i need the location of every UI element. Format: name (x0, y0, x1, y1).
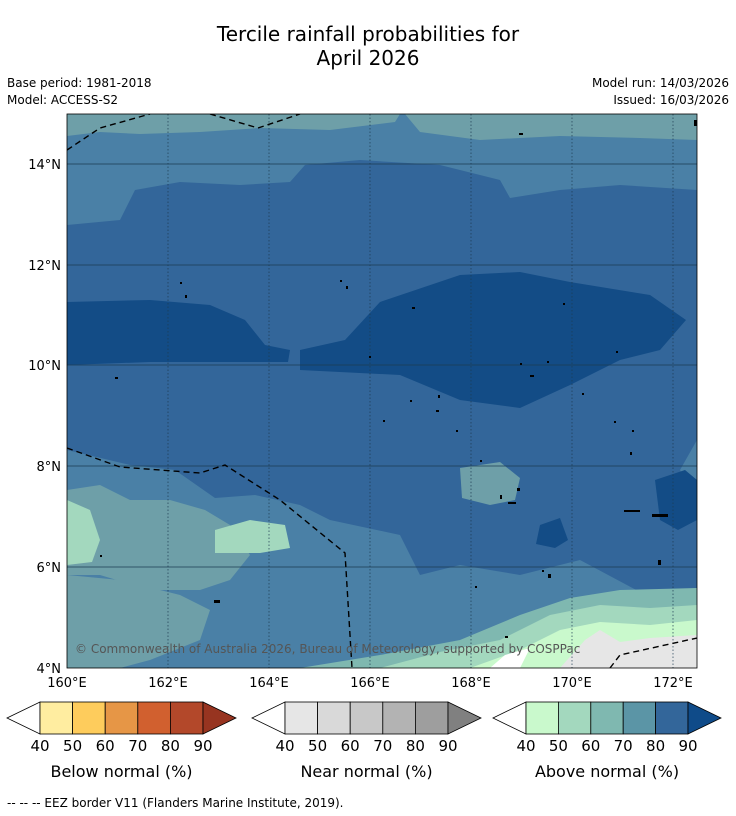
copyright-text: © Commonwealth of Australia 2026, Bureau… (75, 642, 580, 656)
colorbar-swatch (558, 701, 592, 735)
eez-borders (67, 114, 697, 668)
colorbar-tick-label: 70 (614, 737, 633, 755)
colorbar-swatch (317, 701, 351, 735)
latitude-gridlines (67, 163, 697, 568)
eez-legend-note: -- -- -- EEZ border V11 (Flanders Marine… (7, 796, 344, 810)
lat-label-14: 14°N (28, 158, 61, 173)
colorbar-tick-label: 60 (96, 737, 115, 755)
meta-left: Base period: 1981-2018 Model: ACCESS-S2 (7, 75, 152, 109)
title-line-2: April 2026 (316, 46, 420, 70)
colorbar-low-extend (251, 701, 286, 735)
meta-right: Model run: 14/03/2026 Issued: 16/03/2026 (592, 75, 729, 109)
islands (100, 120, 697, 638)
colorbar-label-above: Above normal (%) (534, 762, 680, 781)
colorbar-swatch (284, 701, 318, 735)
base-period: Base period: 1981-2018 (7, 76, 152, 90)
title-line-1: Tercile rainfall probabilities for (216, 22, 520, 46)
colorbar-swatch (525, 701, 559, 735)
region-40-50-west (67, 500, 100, 565)
longitude-gridlines (167, 114, 674, 668)
issued-date: Issued: 16/03/2026 (613, 93, 729, 107)
colorbar-tick-label: 40 (275, 737, 294, 755)
colorbar-tick-label: 50 (63, 737, 82, 755)
colorbar-tick-label: 70 (373, 737, 392, 755)
lon-label-172: 172°E (653, 676, 693, 691)
lon-label-166: 166°E (350, 676, 390, 691)
colorbar-2: 40 50 60 70 80 90 (492, 701, 722, 755)
map-svg: © Commonwealth of Australia 2026, Bureau… (6, 113, 722, 755)
region-80-90-west (67, 300, 290, 365)
colorbar-tick-label: 90 (678, 737, 697, 755)
colorbar-1: 40 50 60 70 80 90 (251, 701, 482, 755)
colorbar-label-near: Near normal (%) (300, 762, 433, 781)
colorbar-swatch (39, 701, 73, 735)
region-50-60-north (67, 114, 697, 140)
region-50-60-south (67, 575, 210, 668)
region-70-80 (67, 160, 697, 592)
lon-label-168: 168°E (451, 676, 491, 691)
colorbar-tick-label: 90 (193, 737, 212, 755)
colorbar-swatch (349, 701, 384, 735)
region-white-gap (490, 648, 530, 668)
colorbar-tick-label: 40 (30, 737, 49, 755)
colorbar-high-extend (447, 701, 482, 735)
colorbar-high-extend (687, 701, 722, 735)
lon-label-160: 160°E (47, 676, 87, 691)
colorbar-0: 40 50 60 70 80 90 (6, 701, 237, 755)
colorbar-tick-label: 60 (341, 737, 360, 755)
colorbar-tick-label: 50 (308, 737, 327, 755)
colorbar-swatch (414, 701, 449, 735)
colorbar-tick-label: 80 (406, 737, 425, 755)
colorbar-tick-label: 60 (581, 737, 600, 755)
map-frame (66, 113, 698, 669)
map-area: © Commonwealth of Australia 2026, Bureau… (67, 114, 697, 668)
model-name: Model: ACCESS-S2 (7, 93, 119, 107)
lat-label-6: 6°N (37, 561, 62, 576)
colorbar-low-extend (492, 701, 527, 735)
colorbar-swatch (169, 701, 204, 735)
colorbar-low-extend (6, 701, 41, 735)
map-title: Tercile rainfall probabilities for April… (0, 22, 736, 70)
region-50-60-southwest (67, 485, 250, 590)
colorbar-swatch (137, 701, 171, 735)
colorbar-swatch (622, 701, 657, 735)
lon-label-170: 170°E (552, 676, 592, 691)
region-80-90-small (536, 518, 568, 548)
region-50-60-island (460, 462, 520, 505)
region-near-normal (560, 630, 697, 668)
region-80-90-central (300, 272, 686, 408)
model-run: Model run: 14/03/2026 (591, 76, 729, 90)
colorbar-tick-label: 50 (549, 737, 568, 755)
colorbar-label-below: Below normal (%) (50, 762, 193, 781)
colorbars: 40 50 60 70 80 90 40 50 60 70 80 90 40 50 60 70 80 90 (6, 701, 722, 755)
lat-label-4: 4°N (37, 662, 62, 677)
longitude-labels: 160°E 162°E 164°E 166°E 168°E 170°E 172°… (47, 676, 693, 691)
colorbar-tick-label: 40 (516, 737, 535, 755)
colorbar-tick-label: 80 (161, 737, 180, 755)
lat-label-12: 12°N (28, 259, 61, 274)
colorbar-swatch (382, 701, 416, 735)
colorbar-swatch (72, 701, 106, 735)
colorbar-swatch (655, 701, 689, 735)
lat-label-8: 8°N (37, 460, 62, 475)
colorbar-tick-label: 80 (646, 737, 665, 755)
region-50-60-northwest (67, 114, 400, 136)
colorbar-swatch (590, 701, 624, 735)
colorbar-high-extend (202, 701, 237, 735)
colorbar-tick-label: 90 (438, 737, 457, 755)
latitude-labels: 4°N 6°N 8°N 10°N 12°N 14°N (28, 158, 61, 677)
lon-label-162: 162°E (148, 676, 188, 691)
lon-label-164: 164°E (249, 676, 289, 691)
colorbar-tick-label: 70 (128, 737, 147, 755)
lat-label-10: 10°N (28, 359, 61, 374)
colorbar-swatch (104, 701, 139, 735)
region-40-50-patch (215, 520, 290, 553)
